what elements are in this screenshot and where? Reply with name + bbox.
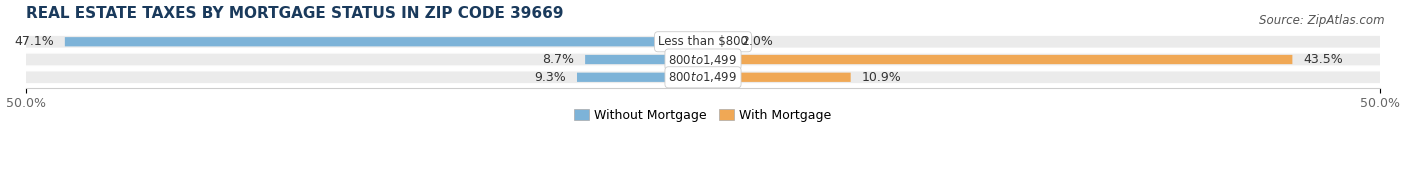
Text: 43.5%: 43.5%: [1303, 53, 1343, 66]
FancyBboxPatch shape: [703, 37, 730, 46]
FancyBboxPatch shape: [25, 71, 1381, 84]
FancyBboxPatch shape: [65, 37, 703, 46]
FancyBboxPatch shape: [25, 53, 1381, 66]
Text: 9.3%: 9.3%: [534, 71, 567, 84]
Text: 10.9%: 10.9%: [862, 71, 901, 84]
FancyBboxPatch shape: [703, 55, 1292, 64]
Text: 2.0%: 2.0%: [741, 35, 773, 48]
Text: Source: ZipAtlas.com: Source: ZipAtlas.com: [1260, 14, 1385, 27]
FancyBboxPatch shape: [25, 35, 1381, 48]
FancyBboxPatch shape: [703, 73, 851, 82]
FancyBboxPatch shape: [576, 73, 703, 82]
Text: 8.7%: 8.7%: [543, 53, 574, 66]
Text: $800 to $1,499: $800 to $1,499: [668, 52, 738, 66]
Text: $800 to $1,499: $800 to $1,499: [668, 70, 738, 84]
Text: Less than $800: Less than $800: [658, 35, 748, 48]
Text: REAL ESTATE TAXES BY MORTGAGE STATUS IN ZIP CODE 39669: REAL ESTATE TAXES BY MORTGAGE STATUS IN …: [25, 5, 562, 20]
Legend: Without Mortgage, With Mortgage: Without Mortgage, With Mortgage: [574, 109, 832, 122]
FancyBboxPatch shape: [585, 55, 703, 64]
Text: 47.1%: 47.1%: [14, 35, 53, 48]
